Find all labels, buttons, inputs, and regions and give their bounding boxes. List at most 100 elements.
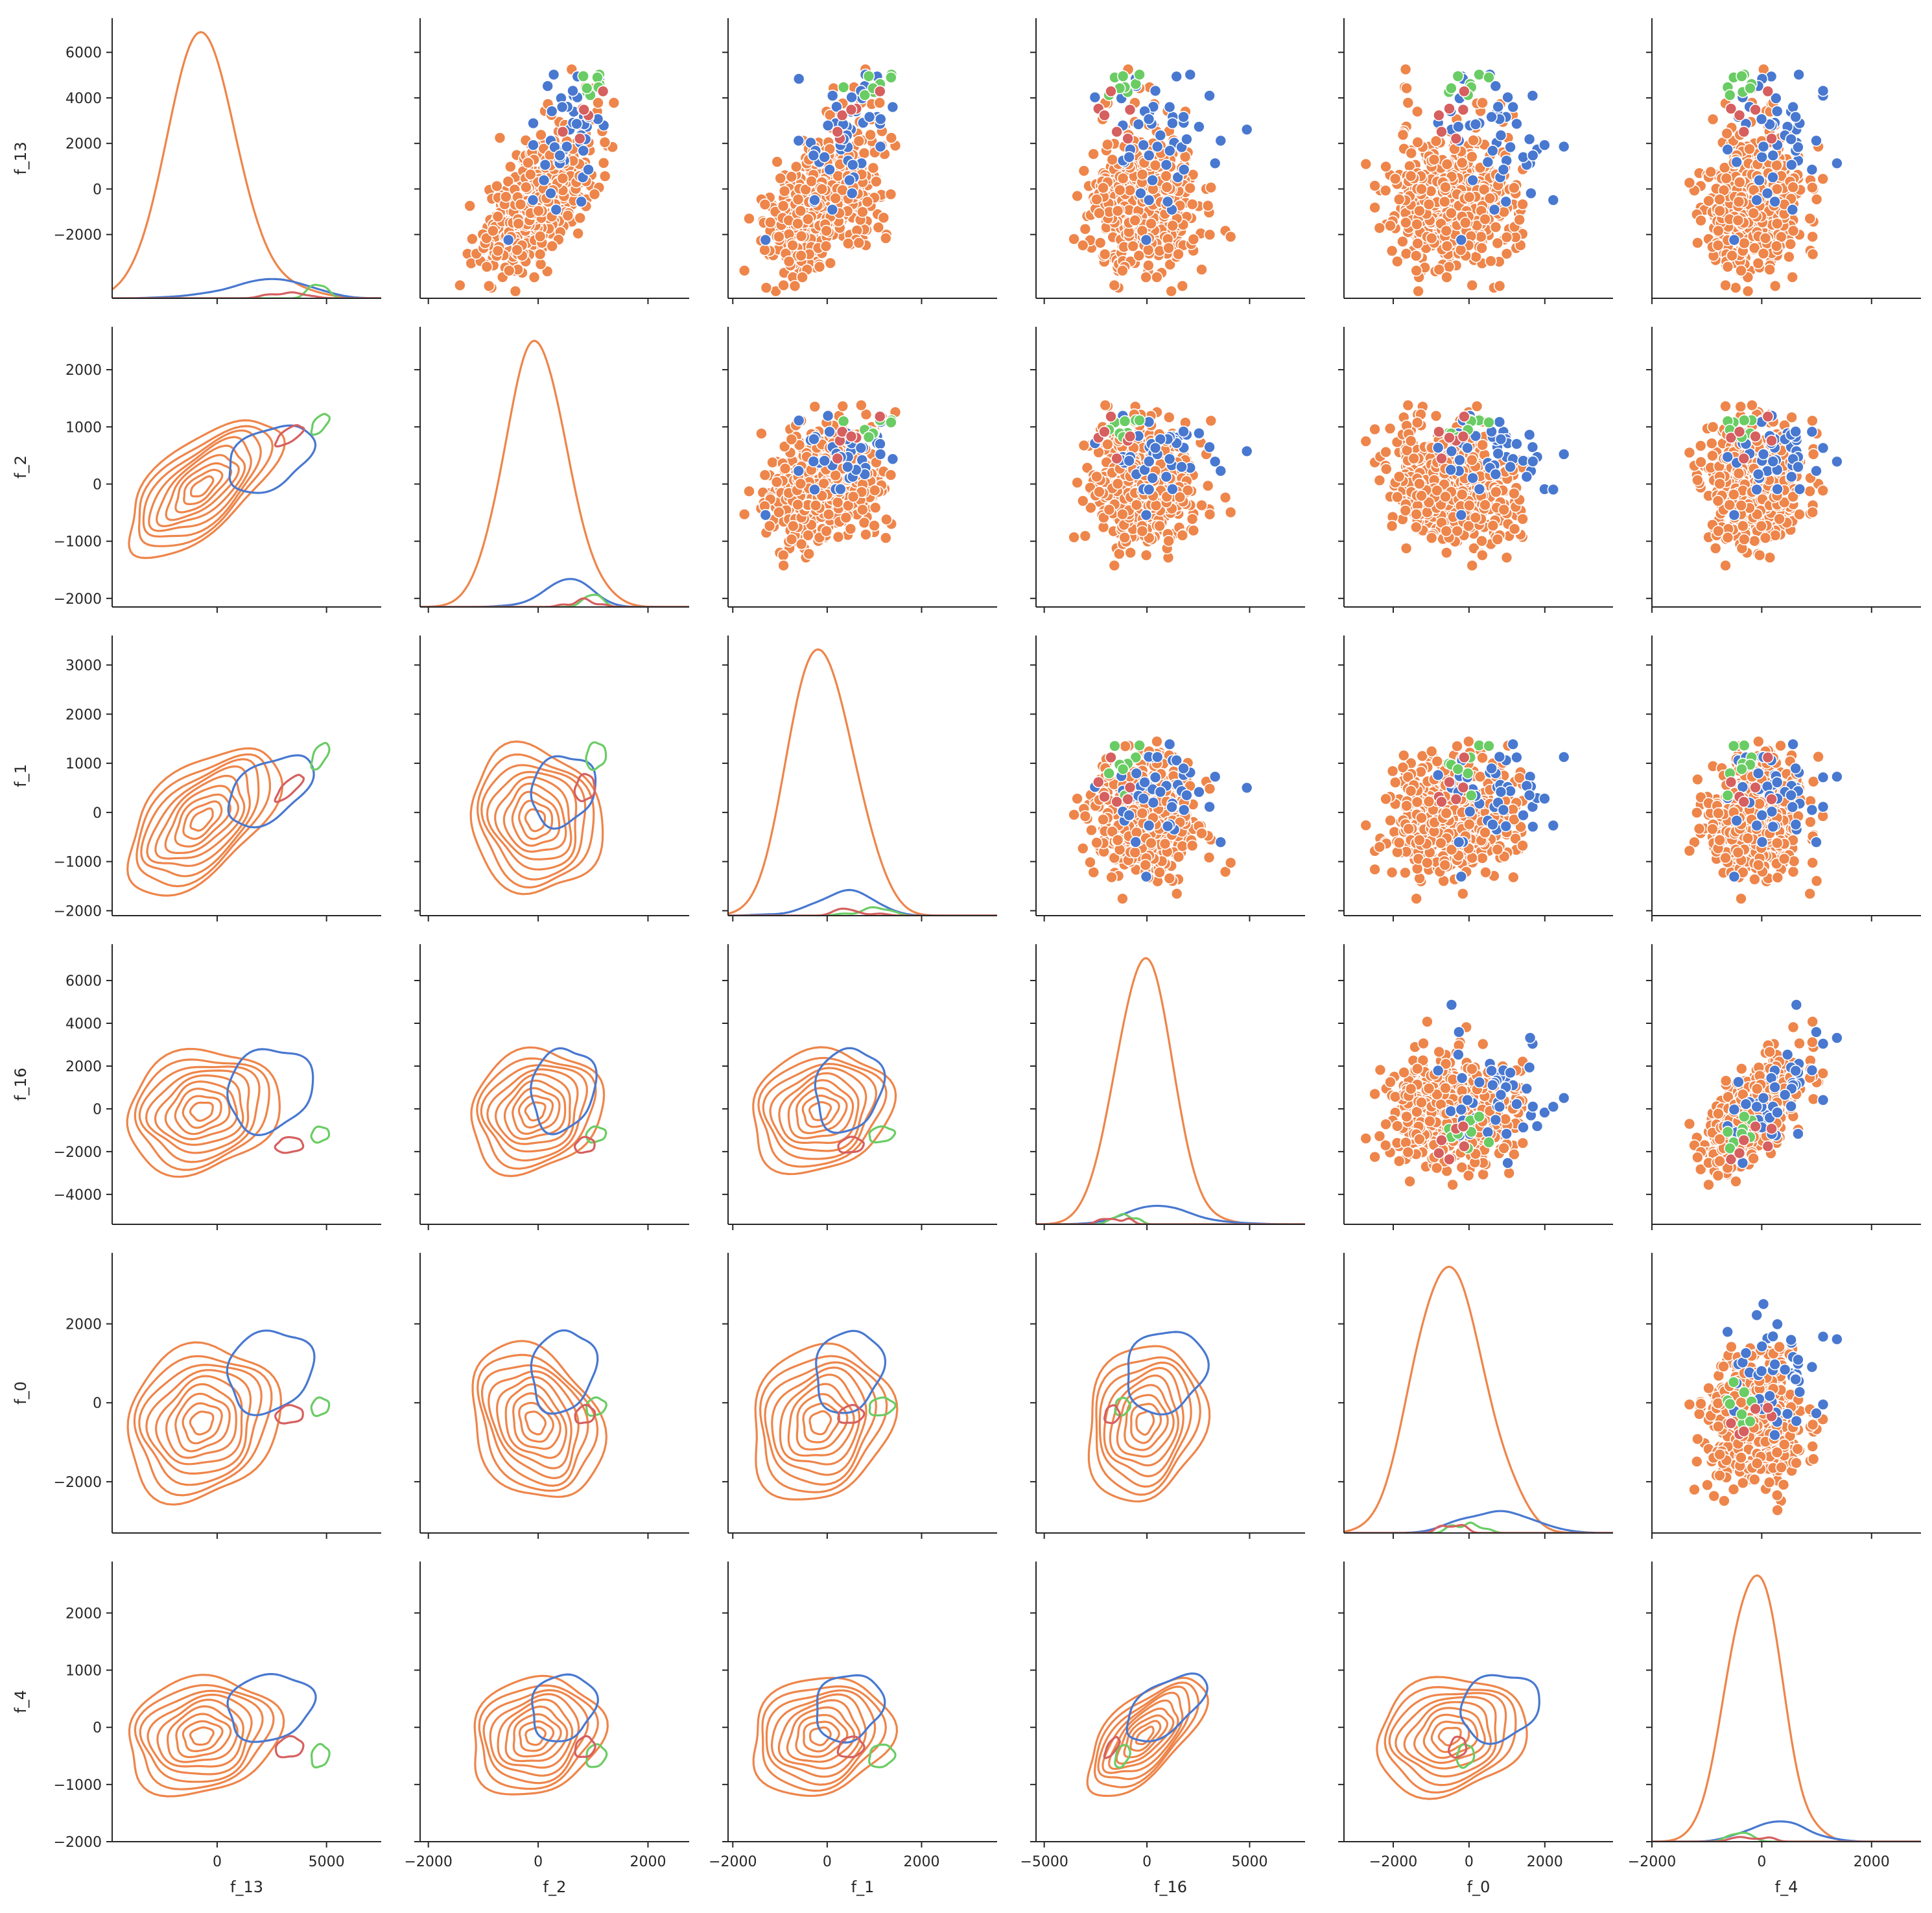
scatter-point	[1732, 214, 1745, 227]
scatter-point	[1491, 533, 1504, 546]
scatter-point	[1469, 511, 1482, 524]
scatter-point	[1695, 214, 1707, 227]
plot-area	[1683, 63, 1843, 298]
y-tick-label: 0	[93, 477, 102, 493]
scatter-point	[1415, 183, 1428, 195]
scatter-point	[1817, 84, 1830, 97]
scatter-point	[546, 240, 559, 252]
scatter-point	[1489, 80, 1502, 92]
scatter-point	[862, 431, 875, 444]
scatter-point	[1203, 89, 1216, 102]
scatter-point	[1527, 149, 1539, 161]
scatter-point	[1757, 140, 1770, 153]
scatter-point	[1116, 264, 1129, 277]
scatter-point	[1736, 70, 1748, 82]
scatter-point	[1101, 138, 1114, 151]
scatter-point	[1443, 261, 1455, 273]
scatter-point	[1187, 233, 1200, 246]
scatter-point	[1240, 123, 1253, 136]
kde-contour	[183, 468, 224, 505]
scatter-point	[1140, 233, 1153, 246]
scatter-point	[1743, 143, 1756, 156]
scatter-point	[1757, 247, 1770, 260]
scatter-point	[1089, 91, 1101, 104]
scatter-point	[1379, 184, 1392, 197]
scatter-point	[807, 149, 820, 161]
scatter-point	[1396, 235, 1409, 248]
y-tick-label: 2000	[65, 136, 102, 152]
scatter-point	[1384, 422, 1396, 435]
scatter-point	[1154, 129, 1167, 141]
scatter-point	[1732, 195, 1745, 208]
scatter-point	[1142, 194, 1155, 206]
scatter-point	[861, 195, 874, 208]
scatter-point	[1410, 250, 1422, 262]
scatter-point	[534, 230, 547, 243]
scatter-point	[1208, 157, 1221, 170]
scatter-point	[1123, 151, 1135, 163]
scatter-point	[755, 427, 768, 440]
scatter-point	[1761, 85, 1774, 98]
scatter-point	[809, 499, 822, 512]
scatter-point	[1749, 103, 1761, 116]
scatter-point	[514, 198, 527, 211]
scatter-point	[1516, 198, 1529, 211]
scatter-point	[1111, 452, 1123, 465]
scatter-point	[877, 211, 890, 224]
scatter-point	[1135, 187, 1147, 200]
scatter-point	[1784, 238, 1797, 250]
scatter-point	[1425, 232, 1438, 244]
scatter-point	[856, 503, 869, 516]
scatter-point	[1771, 159, 1783, 172]
scatter-point	[1385, 519, 1398, 532]
scatter-point	[1748, 242, 1761, 254]
scatter-point	[1163, 101, 1176, 113]
scatter-point	[743, 212, 755, 225]
scatter-point	[1111, 477, 1124, 490]
scatter-point	[1087, 148, 1100, 160]
scatter-point	[1160, 470, 1173, 483]
scatter-point	[792, 464, 805, 477]
scatter-point	[874, 448, 887, 460]
scatter-point	[822, 508, 835, 521]
scatter-point	[598, 136, 611, 149]
scatter-point	[1810, 134, 1822, 147]
scatter-point	[1163, 411, 1175, 423]
scatter-point	[1098, 425, 1111, 438]
scatter-point	[1369, 423, 1381, 436]
scatter-point	[1175, 460, 1188, 473]
scatter-point	[524, 168, 537, 181]
scatter-point	[1441, 240, 1454, 252]
scatter-point	[1130, 499, 1143, 512]
scatter-point	[766, 456, 779, 469]
scatter-point	[1452, 121, 1465, 133]
scatter-point	[858, 147, 871, 160]
panel-f_2-vs-f_1	[722, 327, 997, 613]
scatter-point	[868, 519, 880, 532]
scatter-point	[794, 477, 807, 490]
scatter-point	[821, 409, 834, 422]
scatter-point	[1507, 101, 1519, 113]
scatter-point	[1133, 414, 1146, 427]
scatter-point	[794, 204, 807, 217]
scatter-point	[491, 244, 504, 257]
scatter-point	[1151, 140, 1164, 153]
scatter-point	[778, 185, 791, 198]
scatter-point	[1360, 158, 1372, 171]
kde-contour	[174, 462, 233, 514]
scatter-point	[1071, 189, 1083, 202]
scatter-point	[1214, 134, 1227, 147]
scatter-point	[1411, 136, 1424, 149]
scatter-point	[863, 111, 876, 123]
scatter-point	[779, 462, 792, 475]
scatter-point	[1763, 263, 1776, 276]
scatter-point	[874, 140, 887, 153]
scatter-point	[1205, 181, 1218, 194]
scatter-point	[1165, 285, 1177, 298]
scatter-point	[1162, 534, 1175, 547]
scatter-point	[860, 528, 872, 541]
kde-contour	[165, 454, 240, 521]
scatter-point	[1488, 203, 1501, 216]
scatter-point	[464, 200, 477, 212]
scatter-point	[556, 101, 569, 113]
